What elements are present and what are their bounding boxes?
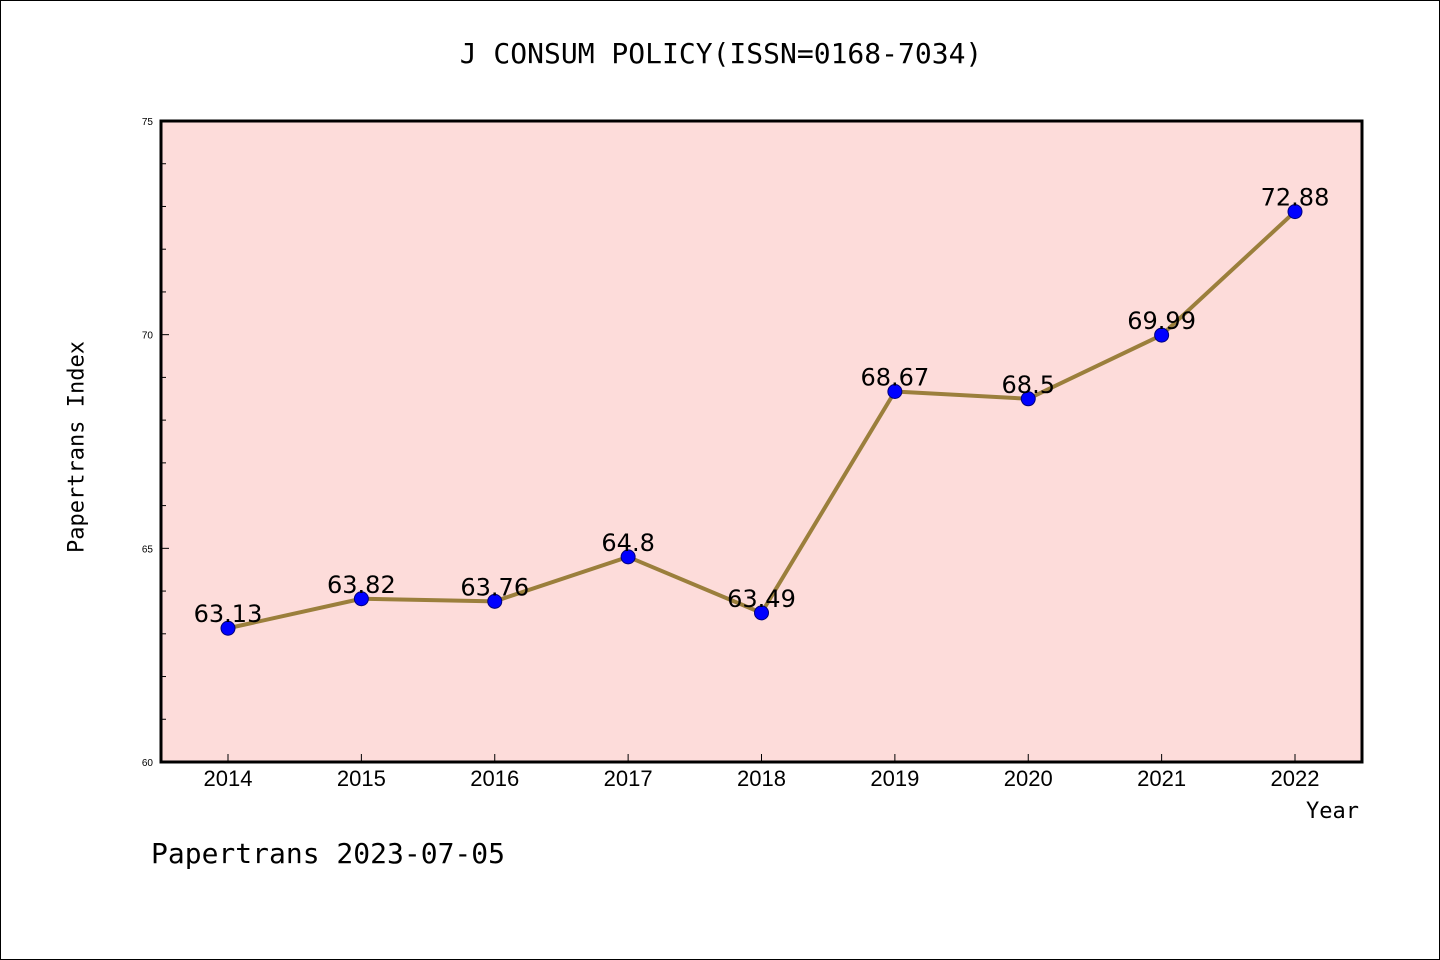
plot-border (159, 119, 1364, 764)
plot-area (161, 121, 1362, 762)
y-tick-label: 75 (142, 117, 154, 128)
data-point (1020, 391, 1036, 407)
x-tick-label: 2015 (337, 766, 386, 791)
x-tick-label: 2020 (1004, 766, 1053, 791)
y-tick-label: 60 (142, 758, 154, 769)
data-label: 63.82 (327, 571, 396, 599)
data-label: 68.5 (1002, 371, 1055, 399)
chart-title: J CONSUM POLICY(ISSN=0168-7034) (459, 37, 983, 70)
y-axis-label: Papertrans Index (64, 341, 90, 553)
data-point (487, 593, 503, 609)
data-label: 63.49 (727, 585, 796, 613)
x-tick-label: 2021 (1137, 766, 1186, 791)
data-label: 72.88 (1261, 184, 1330, 212)
data-point (220, 620, 236, 636)
data-point (353, 591, 369, 607)
x-tick-label: 2022 (1271, 766, 1320, 791)
data-point (887, 384, 903, 400)
data-point (1287, 204, 1303, 220)
x-axis-label: Year (1306, 799, 1359, 824)
data-point (1154, 327, 1170, 343)
data-label: 63.13 (194, 600, 263, 628)
y-tick-label: 70 (142, 331, 154, 342)
x-tick-label: 2016 (470, 766, 519, 791)
data-label: 68.67 (861, 364, 930, 392)
data-point (754, 605, 769, 621)
data-point (620, 549, 636, 565)
x-tick-label: 2018 (737, 766, 786, 791)
x-tick-label: 2019 (870, 766, 919, 791)
x-tick-label: 2017 (604, 766, 653, 791)
data-label: 63.76 (460, 573, 529, 601)
data-label: 64.8 (601, 529, 654, 557)
x-tick-label: 2014 (204, 766, 253, 791)
footer-credit: Papertrans 2023-07-05 (151, 837, 506, 870)
y-tick-label: 65 (142, 544, 154, 555)
data-label: 69.99 (1127, 307, 1196, 335)
